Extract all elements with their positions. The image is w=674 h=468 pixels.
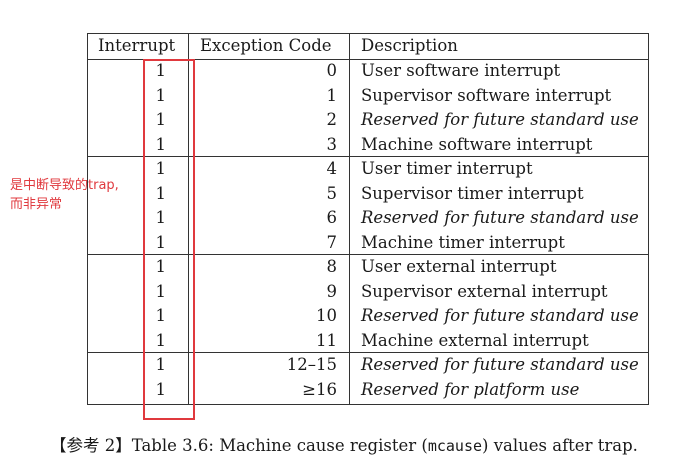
interrupt-cell: 1 <box>155 85 167 105</box>
code-cell: 8 <box>326 257 338 276</box>
interrupt-cell: 1 <box>155 232 167 252</box>
table-row: 1 11 Machine external interrupt <box>88 329 648 354</box>
header-interrupt: Interrupt <box>98 36 176 55</box>
code-cell: 9 <box>326 281 338 301</box>
interrupt-cell: 1 <box>155 61 167 80</box>
table-header-row: Interrupt Exception Code Description <box>88 34 648 59</box>
highlight-box <box>143 59 195 420</box>
description-cell: Machine timer interrupt <box>361 232 565 252</box>
mcause-table: Interrupt Exception Code Description 1 0… <box>87 33 649 405</box>
description-cell: User software interrupt <box>361 61 561 80</box>
group-divider <box>88 352 648 353</box>
code-cell: 1 <box>326 85 338 105</box>
group-divider <box>88 156 648 157</box>
caption-code: mcause <box>427 437 483 455</box>
interrupt-cell: 1 <box>155 257 167 276</box>
table-row: 1 3 Machine software interrupt <box>88 133 648 158</box>
description-cell: User external interrupt <box>361 257 557 276</box>
table-row: 1 10 Reserved for future standard use <box>88 304 648 329</box>
code-cell: 10 <box>316 306 337 325</box>
table-row: 1 4 User timer interrupt <box>88 157 648 182</box>
header-exception-code: Exception Code <box>200 36 332 55</box>
table-row: 1 6 Reserved for future standard use <box>88 206 648 231</box>
code-cell: 6 <box>326 208 338 227</box>
description-cell: Reserved for future standard use <box>361 110 639 129</box>
table-row: 1 0 User software interrupt <box>88 59 648 84</box>
interrupt-cell: 1 <box>155 134 167 154</box>
code-cell: 0 <box>326 61 338 80</box>
annotation-note: 是中断导致的trap, 而非异常 <box>10 176 160 214</box>
table-caption: 【参考 2】Table 3.6: Machine cause register … <box>50 432 638 456</box>
description-cell: Reserved for platform use <box>361 379 580 399</box>
description-cell: Reserved for future standard use <box>361 306 639 325</box>
code-cell: 12–15 <box>286 355 337 374</box>
table-row: 1 2 Reserved for future standard use <box>88 108 648 133</box>
interrupt-cell: 1 <box>155 379 167 399</box>
description-cell: Reserved for future standard use <box>361 208 639 227</box>
description-cell: Supervisor software interrupt <box>361 85 612 105</box>
code-cell: 3 <box>326 134 338 154</box>
interrupt-cell: 1 <box>155 281 167 301</box>
table-row: 1 5 Supervisor timer interrupt <box>88 182 648 207</box>
caption-ref: 【参考 2】 <box>50 436 132 455</box>
header-divider <box>88 59 648 60</box>
caption-suffix: ) values after trap. <box>482 436 638 455</box>
table-row: 1 ≥16 Reserved for platform use <box>88 378 648 403</box>
description-cell: Supervisor external interrupt <box>361 281 608 301</box>
code-cell: 4 <box>326 159 338 178</box>
annotation-line-2: 而非异常 <box>10 197 63 212</box>
group-divider <box>88 254 648 255</box>
table-row: 1 9 Supervisor external interrupt <box>88 280 648 305</box>
column-divider <box>188 34 189 404</box>
interrupt-cell: 1 <box>155 183 167 203</box>
code-cell: 2 <box>326 110 338 129</box>
interrupt-cell: 1 <box>155 330 167 350</box>
interrupt-cell: 1 <box>155 355 167 374</box>
table-row: 1 8 User external interrupt <box>88 255 648 280</box>
description-cell: Reserved for future standard use <box>361 355 639 374</box>
interrupt-cell: 1 <box>155 159 167 178</box>
interrupt-cell: 1 <box>155 110 167 129</box>
caption-prefix: Table 3.6: Machine cause register ( <box>131 436 428 455</box>
code-cell: 5 <box>326 183 338 203</box>
table-row: 1 1 Supervisor software interrupt <box>88 84 648 109</box>
table-row: 1 12–15 Reserved for future standard use <box>88 353 648 378</box>
code-cell: 11 <box>316 330 337 350</box>
code-cell: 7 <box>326 232 338 252</box>
header-description: Description <box>361 36 458 55</box>
column-divider <box>349 34 350 404</box>
description-cell: Supervisor timer interrupt <box>361 183 584 203</box>
code-cell: ≥16 <box>302 379 337 399</box>
description-cell: User timer interrupt <box>361 159 533 178</box>
interrupt-cell: 1 <box>155 208 167 227</box>
table-row: 1 7 Machine timer interrupt <box>88 231 648 256</box>
description-cell: Machine external interrupt <box>361 330 589 350</box>
annotation-line-1: 是中断导致的trap, <box>10 178 119 193</box>
interrupt-cell: 1 <box>155 306 167 325</box>
description-cell: Machine software interrupt <box>361 134 593 154</box>
